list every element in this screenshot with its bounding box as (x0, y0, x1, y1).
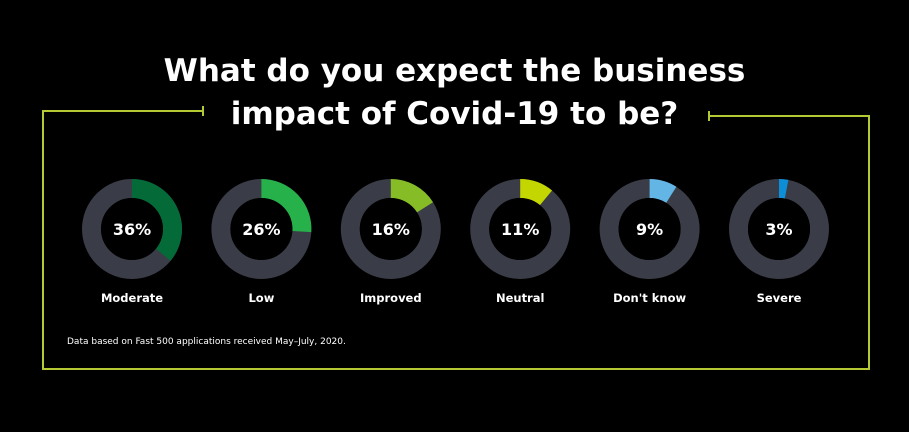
donut-value-arc (778, 179, 789, 199)
donut-low: 26% Low (211, 179, 312, 305)
donut-category-label: Improved (360, 291, 422, 305)
donut-percent-label: 11% (501, 220, 539, 239)
donut-hole (359, 198, 422, 260)
donut-percent-label: 9% (636, 220, 663, 239)
donut-hole (618, 198, 681, 260)
donut-hole (489, 198, 552, 260)
donut-percent-label: 16% (372, 220, 410, 239)
donut-percent-label: 3% (765, 220, 792, 239)
donut-value-arc (260, 179, 312, 233)
chart-title: What do you expect the business impact o… (0, 50, 909, 136)
donut-category-label: Moderate (101, 291, 163, 305)
donut-moderate: 36% Moderate (82, 179, 182, 305)
donut-neutral: 11% Neutral (470, 179, 571, 305)
donut-hole (748, 198, 810, 260)
chart-title-line-1: What do you expect the business (163, 53, 746, 89)
donut-category-label: Don't know (613, 291, 686, 305)
chart-title-line-2: impact of Covid-19 to be? (230, 96, 679, 132)
donut-percent-label: 36% (113, 220, 151, 239)
source-footnote: Data based on Fast 500 applications rece… (67, 337, 346, 347)
donut-hole (230, 198, 293, 260)
donut-percent-label: 26% (242, 220, 280, 239)
donut-improved: 16% Improved (340, 179, 441, 305)
donut-category-label: Neutral (496, 291, 544, 305)
donut-value-arc (390, 179, 434, 213)
donut-severe: 3% Severe (729, 179, 829, 305)
donut-category-label: Severe (757, 291, 802, 305)
donut-value-arc (649, 179, 677, 204)
frame-left-segment (42, 110, 870, 370)
donut-category-label: Low (248, 291, 274, 305)
donut-value-arc (131, 179, 182, 261)
donut-don-t-know: 9% Don't know (599, 179, 700, 305)
donut-value-arc (519, 179, 553, 206)
donut-hole (101, 198, 163, 260)
